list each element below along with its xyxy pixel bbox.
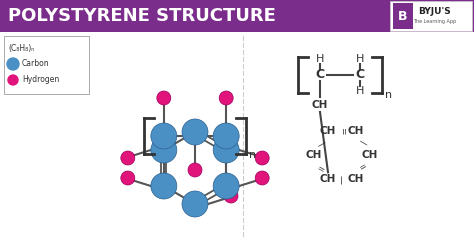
Text: —: — (315, 137, 327, 149)
Circle shape (151, 173, 177, 199)
Text: =: = (316, 161, 327, 173)
Text: Hydrogen: Hydrogen (22, 75, 59, 84)
Circle shape (182, 191, 208, 217)
Circle shape (151, 137, 177, 163)
Circle shape (219, 91, 233, 105)
Bar (393, 3, 413, 29)
Circle shape (213, 123, 239, 149)
Text: =: = (357, 161, 368, 173)
Text: CH: CH (306, 150, 322, 160)
Text: C: C (356, 69, 365, 81)
Text: CH: CH (312, 100, 328, 110)
Circle shape (151, 123, 177, 149)
Circle shape (255, 151, 269, 165)
Text: CH: CH (362, 150, 378, 160)
Circle shape (121, 151, 135, 165)
Text: (C₈H₈)ₙ: (C₈H₈)ₙ (8, 43, 34, 52)
Circle shape (157, 91, 171, 105)
Circle shape (213, 173, 239, 199)
Text: POLYSTYRENE STRUCTURE: POLYSTYRENE STRUCTURE (8, 7, 276, 25)
Circle shape (224, 189, 238, 203)
Text: —: — (357, 137, 369, 149)
Circle shape (255, 171, 269, 185)
Text: H: H (316, 54, 324, 64)
Text: BYJU'S: BYJU'S (419, 8, 451, 17)
Circle shape (121, 171, 135, 185)
Circle shape (182, 119, 208, 145)
Text: C: C (315, 69, 325, 81)
Text: CH: CH (320, 174, 336, 184)
Text: H: H (356, 54, 364, 64)
Circle shape (188, 163, 202, 177)
Bar (390, 1, 472, 31)
Text: CH: CH (348, 174, 364, 184)
Text: n: n (249, 150, 256, 160)
Text: CH: CH (348, 126, 364, 136)
Text: Carbon: Carbon (22, 60, 50, 69)
Text: —: — (337, 175, 346, 184)
Text: The Learning App: The Learning App (413, 20, 456, 24)
Text: B: B (398, 10, 408, 22)
Circle shape (7, 58, 19, 70)
Bar (4, 36, 89, 94)
Text: n: n (385, 90, 392, 100)
Bar (0, 0, 474, 32)
Text: =: = (337, 127, 346, 134)
Circle shape (213, 137, 239, 163)
Circle shape (8, 75, 18, 85)
Text: H: H (356, 86, 364, 96)
Text: CH: CH (320, 126, 336, 136)
